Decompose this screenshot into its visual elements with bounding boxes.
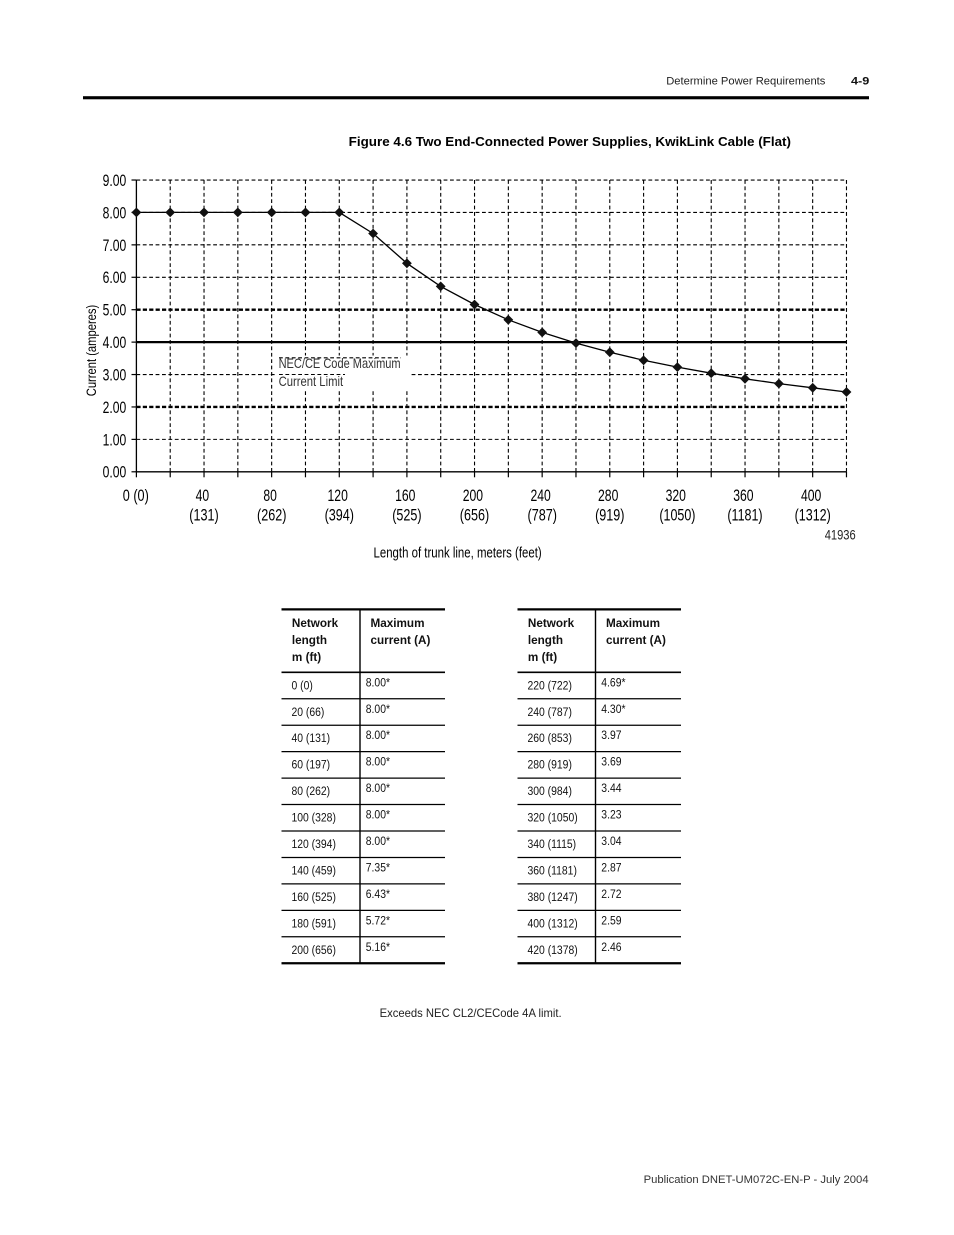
svg-text:180 (591): 180 (591) — [292, 916, 336, 930]
svg-text:300 (984): 300 (984) — [528, 784, 572, 798]
svg-text:length: length — [292, 633, 327, 647]
svg-text:360: 360 — [733, 487, 753, 505]
svg-text:4.30*: 4.30* — [601, 702, 625, 716]
svg-text:3.04: 3.04 — [601, 834, 621, 848]
svg-text:Length of trunk line, meters (: Length of trunk line, meters (feet) — [374, 545, 542, 562]
svg-text:Maximum: Maximum — [606, 616, 660, 630]
svg-text:0 (0): 0 (0) — [292, 678, 313, 692]
svg-text:4-9: 4-9 — [851, 76, 869, 88]
svg-text:380 (1247): 380 (1247) — [528, 890, 578, 904]
svg-text:80 (262): 80 (262) — [292, 784, 331, 798]
svg-text:(787): (787) — [528, 506, 557, 524]
svg-text:420 (1378): 420 (1378) — [528, 943, 578, 957]
svg-text:240: 240 — [530, 487, 550, 505]
svg-text:360 (1181): 360 (1181) — [528, 863, 577, 877]
svg-text:140 (459): 140 (459) — [292, 863, 336, 877]
svg-text:7.35*: 7.35* — [366, 860, 390, 874]
svg-text:(525): (525) — [392, 506, 421, 524]
svg-text:400: 400 — [801, 487, 821, 505]
svg-text:(1050): (1050) — [659, 506, 695, 524]
svg-text:Exceeds NEC CL2/CECode 4A limi: Exceeds NEC CL2/CECode 4A limit. — [380, 1006, 562, 1020]
svg-text:260 (853): 260 (853) — [528, 731, 572, 745]
svg-text:3.44: 3.44 — [601, 781, 621, 795]
svg-text:4.69*: 4.69* — [601, 675, 625, 689]
svg-text:80: 80 — [263, 487, 277, 505]
svg-text:60 (197): 60 (197) — [292, 758, 331, 772]
svg-text:100 (328): 100 (328) — [292, 811, 336, 825]
svg-text:6.43*: 6.43* — [366, 887, 390, 901]
svg-text:(919): (919) — [595, 506, 624, 524]
svg-text:Current (amperes): Current (amperes) — [84, 305, 99, 397]
svg-text:2.72: 2.72 — [601, 887, 621, 901]
svg-text:current (A): current (A) — [371, 633, 431, 647]
svg-text:8.00*: 8.00* — [366, 675, 390, 689]
svg-text:3.97: 3.97 — [601, 728, 621, 742]
svg-text:160 (525): 160 (525) — [292, 890, 336, 904]
svg-text:2.87: 2.87 — [601, 860, 621, 874]
svg-text:220 (722): 220 (722) — [528, 678, 572, 692]
svg-text:Maximum: Maximum — [371, 616, 425, 630]
svg-text:8.00*: 8.00* — [366, 755, 390, 769]
svg-text:8.00: 8.00 — [103, 204, 127, 222]
svg-text:7.00: 7.00 — [103, 237, 127, 255]
svg-text:5.72*: 5.72* — [366, 913, 390, 927]
svg-text:(262): (262) — [257, 506, 286, 524]
svg-text:160: 160 — [395, 487, 415, 505]
svg-text:Network: Network — [528, 616, 574, 630]
svg-text:240 (787): 240 (787) — [528, 705, 572, 719]
svg-text:(656): (656) — [460, 506, 489, 524]
svg-text:Figure 4.6 Two End-Connected: Figure 4.6 Two End-Connected Power Suppl… — [349, 134, 791, 149]
svg-text:NEC/CE Code Maximum: NEC/CE Code Maximum — [279, 355, 401, 371]
svg-text:4.00: 4.00 — [103, 334, 127, 352]
svg-text:200 (656): 200 (656) — [292, 943, 336, 957]
svg-text:340 (1115): 340 (1115) — [528, 837, 577, 851]
svg-text:5.16*: 5.16* — [366, 940, 390, 954]
svg-text:320: 320 — [666, 487, 686, 505]
svg-text:40: 40 — [196, 487, 210, 505]
svg-text:280: 280 — [598, 487, 618, 505]
svg-text:8.00*: 8.00* — [366, 702, 390, 716]
svg-text:length: length — [528, 633, 563, 647]
svg-text:Current Limit: Current Limit — [279, 373, 344, 389]
svg-text:320 (1050): 320 (1050) — [528, 811, 578, 825]
svg-text:9.00: 9.00 — [103, 172, 127, 190]
svg-text:Determine Power Requirements: Determine Power Requirements — [666, 76, 826, 88]
svg-text:3.69: 3.69 — [601, 755, 621, 769]
svg-text:Network: Network — [292, 616, 338, 630]
svg-text:8.00*: 8.00* — [366, 834, 390, 848]
svg-text:3.23: 3.23 — [601, 808, 621, 822]
svg-text:3.00: 3.00 — [103, 366, 127, 384]
svg-text:8.00*: 8.00* — [366, 781, 390, 795]
svg-text:(1181): (1181) — [727, 506, 762, 524]
svg-text:current (A): current (A) — [606, 633, 666, 647]
svg-text:400 (1312): 400 (1312) — [528, 916, 578, 930]
svg-text:8.00*: 8.00* — [366, 728, 390, 742]
svg-text:41936: 41936 — [825, 527, 856, 542]
svg-text:(1312): (1312) — [795, 506, 831, 524]
svg-text:5.00: 5.00 — [103, 302, 127, 320]
svg-text:2.00: 2.00 — [103, 399, 127, 417]
svg-text:120 (394): 120 (394) — [292, 837, 336, 851]
svg-text:2.46: 2.46 — [601, 940, 621, 954]
svg-text:280 (919): 280 (919) — [528, 758, 572, 772]
svg-text:1.00: 1.00 — [103, 431, 127, 449]
svg-text:6.00: 6.00 — [103, 269, 127, 287]
svg-text:Publication DNET-UM072C-EN-P -: Publication DNET-UM072C-EN-P - July 2004 — [644, 1174, 869, 1186]
svg-text:20 (66): 20 (66) — [292, 705, 325, 719]
svg-text:8.00*: 8.00* — [366, 808, 390, 822]
svg-text:0.00: 0.00 — [103, 464, 127, 482]
svg-text:120: 120 — [328, 487, 348, 505]
svg-text:m (ft): m (ft) — [292, 650, 321, 664]
svg-text:200: 200 — [463, 487, 483, 505]
svg-text:m (ft): m (ft) — [528, 650, 557, 664]
svg-text:40 (131): 40 (131) — [292, 731, 331, 745]
svg-text:(394): (394) — [325, 506, 354, 524]
svg-text:(131): (131) — [189, 506, 218, 524]
svg-text:0 (0): 0 (0) — [123, 487, 149, 505]
svg-text:2.59: 2.59 — [601, 913, 621, 927]
